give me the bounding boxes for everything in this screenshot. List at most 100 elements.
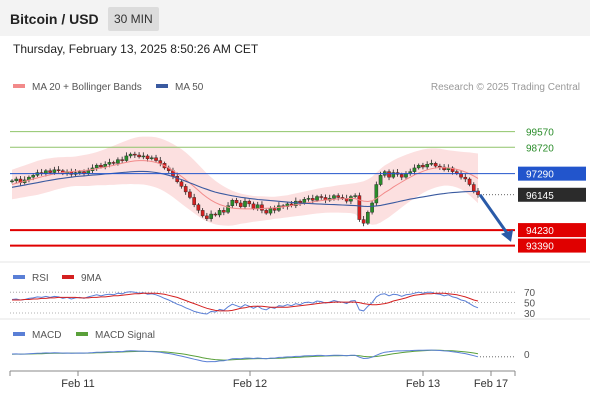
candle-body bbox=[255, 204, 260, 209]
x-tick-label: Feb 12 bbox=[233, 378, 267, 390]
candle-body bbox=[222, 210, 226, 213]
candle-body bbox=[14, 178, 19, 182]
pivot-tag bbox=[518, 166, 586, 181]
candle-body bbox=[433, 163, 438, 167]
candle-body bbox=[366, 211, 370, 224]
support-tag bbox=[518, 238, 586, 253]
candle-body bbox=[387, 171, 391, 178]
candle-body bbox=[353, 195, 357, 197]
rsi-level-label: 30 bbox=[524, 309, 536, 320]
candle-body bbox=[120, 159, 124, 161]
candle-body bbox=[234, 200, 239, 204]
research-credit: Research © 2025 Trading Central bbox=[431, 82, 580, 93]
last-price-tag bbox=[518, 187, 586, 202]
chart-header: Bitcoin / USD 30 MIN bbox=[0, 0, 590, 36]
candle-body bbox=[416, 164, 421, 169]
candle-body bbox=[361, 219, 366, 224]
candle-body bbox=[315, 196, 319, 201]
rsi-legend-label: RSI bbox=[32, 273, 49, 284]
instrument-title: Bitcoin / USD bbox=[10, 11, 99, 27]
candle-body bbox=[429, 163, 434, 165]
candle-body bbox=[145, 155, 150, 159]
candle-body bbox=[277, 205, 281, 211]
candle-body bbox=[230, 200, 235, 206]
candle-body bbox=[10, 180, 14, 183]
macd-line bbox=[11, 349, 479, 363]
candle-body bbox=[192, 197, 196, 206]
ma50-legend-swatch bbox=[156, 84, 168, 88]
rsi-ma-legend-label: 9MA bbox=[81, 273, 102, 284]
candle-body bbox=[438, 165, 442, 168]
rsi-ma-line bbox=[12, 292, 479, 312]
candle-body bbox=[200, 210, 205, 217]
candle-body bbox=[272, 208, 277, 211]
candle-body bbox=[77, 171, 82, 173]
candle-body bbox=[374, 184, 379, 204]
macd-signal-line bbox=[11, 349, 479, 361]
candle-body bbox=[116, 159, 120, 164]
candle-body bbox=[412, 167, 417, 172]
candle-body bbox=[450, 167, 455, 172]
resistance-label: 99570 bbox=[526, 128, 554, 139]
rsi-level-label: 50 bbox=[524, 299, 536, 310]
timestamp: Thursday, February 13, 2025 8:50:26 AM C… bbox=[13, 42, 259, 56]
candle-body bbox=[264, 210, 268, 214]
support-tag bbox=[518, 223, 586, 238]
x-tick-label: Feb 13 bbox=[406, 378, 440, 390]
support-label: 93390 bbox=[526, 242, 554, 253]
price-levels: 99570 98720 97290 96145 94230 93390 bbox=[10, 128, 586, 253]
candle-body bbox=[111, 162, 116, 164]
support-label: 94230 bbox=[526, 226, 554, 237]
candle-body bbox=[154, 157, 158, 161]
candle-body bbox=[425, 164, 429, 168]
candle-body bbox=[238, 202, 243, 207]
x-tick-label: Feb 11 bbox=[61, 378, 94, 390]
candle-body bbox=[124, 155, 129, 161]
ma20-line bbox=[11, 160, 479, 210]
last-price-label: 96145 bbox=[526, 191, 554, 202]
candle-body bbox=[268, 208, 273, 214]
candle-body bbox=[86, 170, 91, 174]
candle-body bbox=[476, 190, 480, 195]
candle-body bbox=[370, 202, 374, 213]
candle-body bbox=[213, 213, 218, 216]
x-tick-label: Feb 17 bbox=[474, 378, 508, 390]
candle-body bbox=[196, 204, 201, 211]
candle-body bbox=[44, 170, 48, 174]
candle-body bbox=[137, 154, 141, 158]
candle-body bbox=[471, 184, 476, 192]
candle-body bbox=[251, 203, 256, 209]
candle-body bbox=[141, 155, 146, 158]
macd-legend-label: MACD bbox=[32, 330, 61, 341]
candle-body bbox=[391, 172, 396, 178]
ma50-line bbox=[11, 170, 479, 208]
candle-body bbox=[158, 160, 163, 164]
candle-body bbox=[336, 195, 341, 198]
bollinger-band bbox=[12, 136, 478, 226]
candle-body bbox=[306, 198, 311, 200]
candle-body bbox=[149, 157, 154, 159]
candle-body bbox=[217, 210, 222, 216]
pivot-label: 97290 bbox=[526, 170, 554, 181]
macd-signal-legend-swatch bbox=[76, 332, 88, 336]
candle-body bbox=[183, 186, 188, 193]
macd-panel: 0 bbox=[11, 349, 530, 363]
candle-body bbox=[467, 178, 472, 185]
x-axis-ticks: Feb 11 Feb 12 Feb 13 Feb 17 bbox=[9, 371, 516, 390]
candle-body bbox=[463, 176, 468, 180]
macd-signal-legend-label: MACD Signal bbox=[95, 330, 155, 341]
forecast-arrow-head bbox=[501, 229, 513, 242]
candle-body bbox=[31, 175, 35, 178]
rsi-legend-swatch bbox=[13, 275, 25, 279]
candle-body bbox=[188, 191, 192, 198]
candle-body bbox=[209, 213, 213, 219]
timeframe-badge[interactable]: 30 MIN bbox=[108, 7, 159, 31]
candle-body bbox=[99, 164, 103, 168]
candle-body bbox=[94, 164, 99, 169]
candle-body bbox=[52, 169, 57, 173]
candle-body bbox=[48, 170, 52, 173]
ma20-legend-swatch bbox=[13, 84, 25, 88]
candle-body bbox=[399, 174, 404, 178]
candle-body bbox=[243, 200, 247, 207]
